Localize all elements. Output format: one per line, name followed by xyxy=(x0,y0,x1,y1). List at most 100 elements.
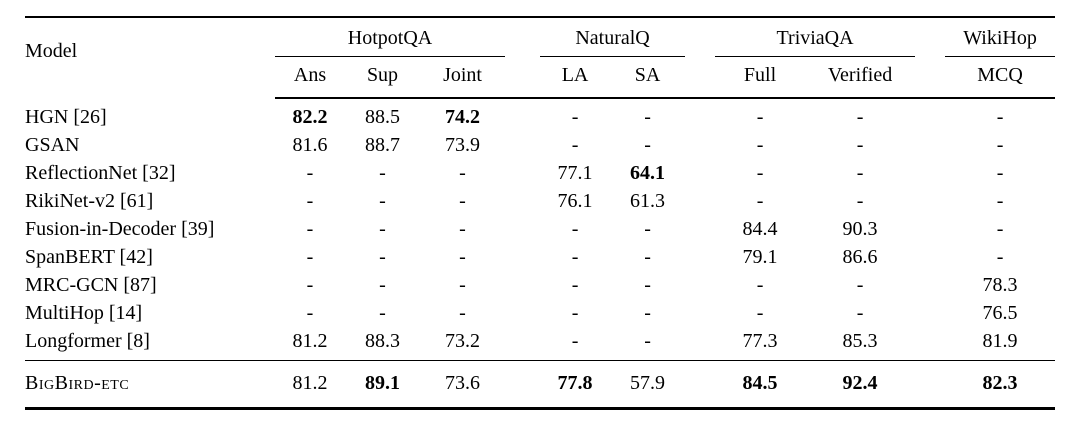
column-spacer xyxy=(685,327,715,361)
subcolumn-header-joint: Joint xyxy=(420,56,506,99)
column-spacer xyxy=(685,187,715,215)
value-cell: 86.6 xyxy=(842,246,878,268)
value-cell: - xyxy=(306,218,314,240)
model-name-cell: Fusion-in-Decoder [39] xyxy=(25,218,215,240)
value-cell: - xyxy=(571,218,579,240)
value-cell: - xyxy=(996,134,1004,156)
column-spacer xyxy=(505,327,540,361)
table-footer-section: BigBird-etc 81.2 89.1 73.6 77.8 57.9 84.5 92.4 8… xyxy=(25,360,1056,409)
value-cell: 81.2 xyxy=(275,360,345,409)
model-column-header: Model xyxy=(25,39,78,62)
group-header-wikihop: WikiHop xyxy=(945,17,1056,57)
subcolumn-header-sup: Sup xyxy=(345,56,420,99)
value-cell: - xyxy=(756,106,764,128)
column-spacer xyxy=(505,271,540,299)
value-cell: - xyxy=(306,246,314,268)
column-spacer xyxy=(505,215,540,243)
value-cell: 82.3 xyxy=(945,360,1056,409)
value-cell: - xyxy=(571,246,579,268)
value-cell: - xyxy=(756,134,764,156)
value-cell: 78.3 xyxy=(982,274,1018,296)
value-cell: - xyxy=(571,134,579,156)
model-name-cell: ReflectionNet [32] xyxy=(25,162,176,184)
value-cell: - xyxy=(306,162,314,184)
value-cell: - xyxy=(856,274,864,296)
column-spacer xyxy=(915,187,945,215)
column-spacer xyxy=(505,98,540,131)
value-cell: 88.5 xyxy=(365,106,400,128)
value-cell: 85.3 xyxy=(842,330,878,352)
value-cell: - xyxy=(996,190,1004,212)
model-name-cell: BigBird-etc xyxy=(25,360,275,409)
value-cell: 88.7 xyxy=(365,134,400,156)
column-spacer xyxy=(505,131,540,159)
value-cell: 57.9 xyxy=(610,360,686,409)
column-spacer xyxy=(505,299,540,327)
qa-results-table: Model HotpotQA NaturalQ TriviaQA WikiHop… xyxy=(25,16,1056,410)
column-spacer xyxy=(915,98,945,131)
value-cell: 81.9 xyxy=(982,330,1018,352)
column-spacer xyxy=(685,98,715,131)
subcolumn-header-ans: Ans xyxy=(275,56,345,99)
column-spacer xyxy=(915,327,945,361)
value-cell: 79.1 xyxy=(742,246,778,268)
value-cell: - xyxy=(856,302,864,324)
column-spacer xyxy=(915,271,945,299)
value-cell: 88.3 xyxy=(365,330,400,352)
subcolumn-header-verified: Verified xyxy=(805,56,916,99)
value-cell: - xyxy=(644,134,651,156)
value-cell: 61.3 xyxy=(630,190,666,212)
model-name-cell: Longformer [8] xyxy=(25,330,150,352)
column-spacer xyxy=(685,299,715,327)
value-cell: 64.1 xyxy=(630,162,666,184)
value-cell: - xyxy=(459,162,466,184)
table-row: MRC-GCN [87] - - - - - - - 78.3 xyxy=(25,271,1055,299)
value-cell: - xyxy=(379,246,386,268)
column-spacer xyxy=(685,131,715,159)
table-row: GSAN 81.6 88.7 73.9 - - - - - xyxy=(25,131,1055,159)
column-spacer xyxy=(685,159,715,187)
value-cell: - xyxy=(996,106,1004,128)
value-cell: 89.1 xyxy=(345,360,420,409)
column-spacer xyxy=(685,17,715,57)
value-cell: 77.1 xyxy=(557,162,593,184)
subcolumn-header-mcq: MCQ xyxy=(945,56,1056,99)
column-spacer xyxy=(915,243,945,271)
model-name-cell: GSAN xyxy=(25,134,80,156)
highlight-row: BigBird-etc 81.2 89.1 73.6 77.8 57.9 84.5 92.4 8… xyxy=(25,360,1056,409)
subcolumn-header-sa: SA xyxy=(610,56,686,99)
value-cell: - xyxy=(459,218,466,240)
group-header-row: Model HotpotQA NaturalQ TriviaQA WikiHop xyxy=(25,17,1056,62)
value-cell: 92.4 xyxy=(805,360,916,409)
value-cell: 81.2 xyxy=(292,330,328,352)
table-row: Fusion-in-Decoder [39] - - - - - 84.4 90.3 - xyxy=(25,215,1055,243)
value-cell: 77.3 xyxy=(742,330,778,352)
value-cell: - xyxy=(306,302,314,324)
value-cell: 73.2 xyxy=(445,330,481,352)
value-cell: - xyxy=(644,106,651,128)
column-spacer xyxy=(505,187,540,215)
value-cell: - xyxy=(459,190,466,212)
column-spacer xyxy=(915,215,945,243)
value-cell: 74.2 xyxy=(445,106,481,128)
value-cell: - xyxy=(379,218,386,240)
value-cell: - xyxy=(856,190,864,212)
value-cell: 73.9 xyxy=(445,134,481,156)
value-cell: 84.5 xyxy=(715,360,806,409)
column-spacer xyxy=(915,299,945,327)
value-cell: - xyxy=(996,162,1004,184)
group-header-hotpotqa: HotpotQA xyxy=(275,17,506,57)
value-cell: - xyxy=(459,246,466,268)
value-cell: - xyxy=(644,330,651,352)
group-header-naturalq: NaturalQ xyxy=(540,17,686,57)
column-spacer xyxy=(505,17,540,57)
value-cell: 84.4 xyxy=(742,218,778,240)
table-row: HGN [26] 82.2 88.5 74.2 - - - - - xyxy=(25,98,1055,131)
value-cell: - xyxy=(644,218,651,240)
value-cell: 73.6 xyxy=(420,360,506,409)
value-cell: 81.6 xyxy=(292,134,328,156)
value-cell: - xyxy=(644,246,651,268)
subcolumn-header-la: LA xyxy=(540,56,611,99)
value-cell: - xyxy=(571,330,579,352)
column-spacer xyxy=(685,360,716,409)
